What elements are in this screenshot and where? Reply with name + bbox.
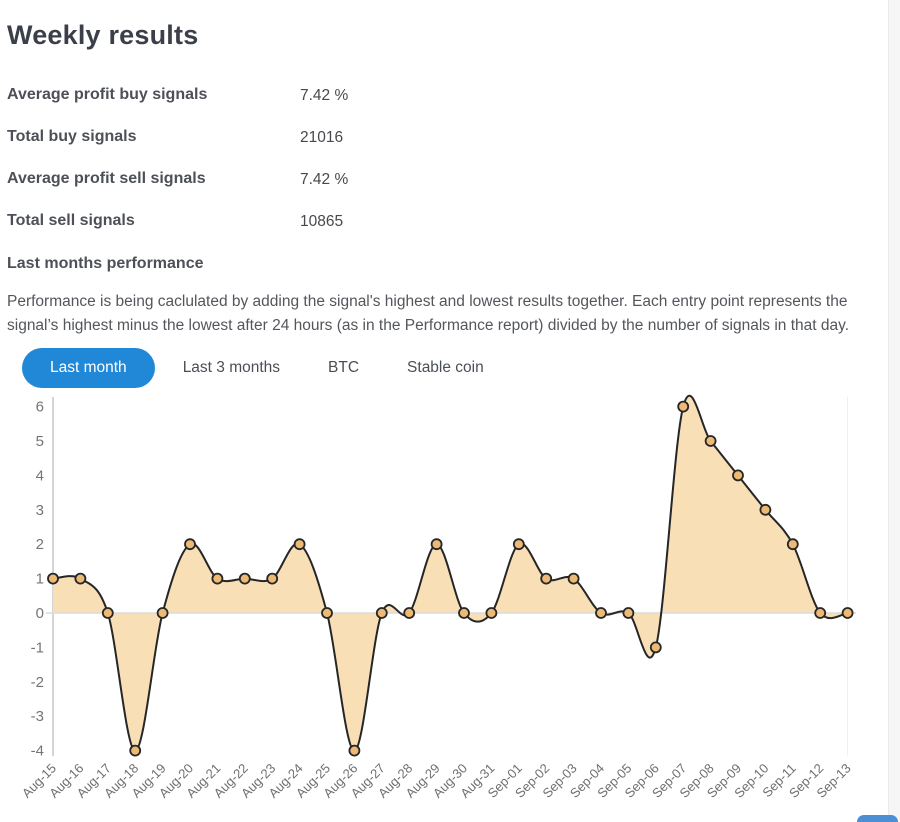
svg-text:3: 3	[36, 502, 44, 519]
svg-text:-2: -2	[31, 674, 44, 691]
svg-text:-3: -3	[31, 708, 44, 725]
data-point[interactable]	[567, 572, 580, 585]
data-point[interactable]	[101, 607, 114, 619]
stat-value: 10865	[300, 213, 344, 230]
stat-row-avg-profit-buy: Average profit buy signals 7.42 %	[7, 86, 867, 108]
tab-last-month[interactable]: Last month	[22, 348, 155, 388]
chat-widget-button[interactable]	[857, 815, 898, 822]
svg-text:1: 1	[36, 571, 44, 588]
description-line-1: Performance is being caclulated by addin…	[7, 293, 848, 310]
data-point[interactable]	[759, 503, 772, 516]
data-point[interactable]	[649, 641, 662, 654]
chart-range-tabs: Last month Last 3 months BTC Stable coin	[22, 348, 508, 388]
data-point[interactable]	[512, 538, 525, 551]
stat-label: Total sell signals	[7, 212, 135, 229]
svg-text:0: 0	[36, 605, 44, 622]
data-point[interactable]	[47, 572, 59, 585]
data-point[interactable]	[485, 607, 498, 619]
scrollbar-track[interactable]	[888, 0, 900, 822]
data-point[interactable]	[403, 607, 416, 619]
page-title: Weekly results	[7, 20, 199, 50]
data-point[interactable]	[238, 572, 251, 585]
data-point[interactable]	[375, 607, 388, 619]
stat-value: 21016	[300, 129, 344, 146]
data-point[interactable]	[430, 538, 443, 551]
tab-btc[interactable]: BTC	[304, 348, 383, 388]
data-point[interactable]	[841, 607, 854, 619]
data-point[interactable]	[348, 744, 361, 757]
data-point[interactable]	[321, 607, 333, 619]
stat-value: 7.42 %	[300, 171, 349, 188]
data-point[interactable]	[732, 469, 744, 482]
performance-chart[interactable]: 6 5 4 3 2 1 0 -1 -2 -3 -4 Aug-15 Aug-16 Aug-17 Aug-18 A…	[0, 392, 900, 822]
data-point[interactable]	[814, 607, 827, 619]
svg-text:-4: -4	[31, 743, 44, 760]
stat-row-total-sell: Total sell signals 10865	[7, 212, 867, 234]
performance-description: Performance is being caclulated by addin…	[7, 290, 867, 338]
data-point[interactable]	[129, 744, 142, 757]
tab-stable-coin[interactable]: Stable coin	[383, 348, 508, 388]
data-point[interactable]	[184, 538, 196, 551]
data-point[interactable]	[704, 435, 717, 447]
data-point[interactable]	[293, 538, 306, 551]
svg-text:5: 5	[36, 433, 44, 450]
performance-chart-svg: 6543210-1-2-3-4Aug-15Aug-16Aug-17Aug-18A…	[19, 395, 856, 801]
svg-text:2: 2	[36, 536, 44, 553]
stat-row-avg-profit-sell: Average profit sell signals 7.42 %	[7, 170, 867, 192]
stat-row-total-buy: Total buy signals 21016	[7, 128, 867, 150]
svg-text:6: 6	[36, 399, 44, 416]
data-point[interactable]	[74, 572, 87, 585]
svg-text:4: 4	[36, 467, 44, 484]
data-point[interactable]	[266, 572, 279, 585]
section-heading: Last months performance	[7, 255, 204, 272]
data-point[interactable]	[677, 400, 690, 413]
data-point[interactable]	[595, 607, 607, 619]
data-point[interactable]	[786, 538, 799, 551]
stat-label: Total buy signals	[7, 128, 137, 145]
stat-value: 7.42 %	[300, 87, 349, 104]
data-point[interactable]	[540, 572, 553, 585]
data-point[interactable]	[622, 607, 635, 619]
data-point[interactable]	[458, 607, 470, 619]
data-point[interactable]	[156, 607, 169, 619]
stat-label: Average profit sell signals	[7, 170, 206, 187]
data-point[interactable]	[211, 572, 224, 585]
tab-last-3-months[interactable]: Last 3 months	[159, 348, 304, 388]
svg-text:-1: -1	[31, 639, 44, 656]
stat-label: Average profit buy signals	[7, 86, 208, 103]
description-line-2: signal’s highest minus the lowest after …	[7, 317, 850, 334]
